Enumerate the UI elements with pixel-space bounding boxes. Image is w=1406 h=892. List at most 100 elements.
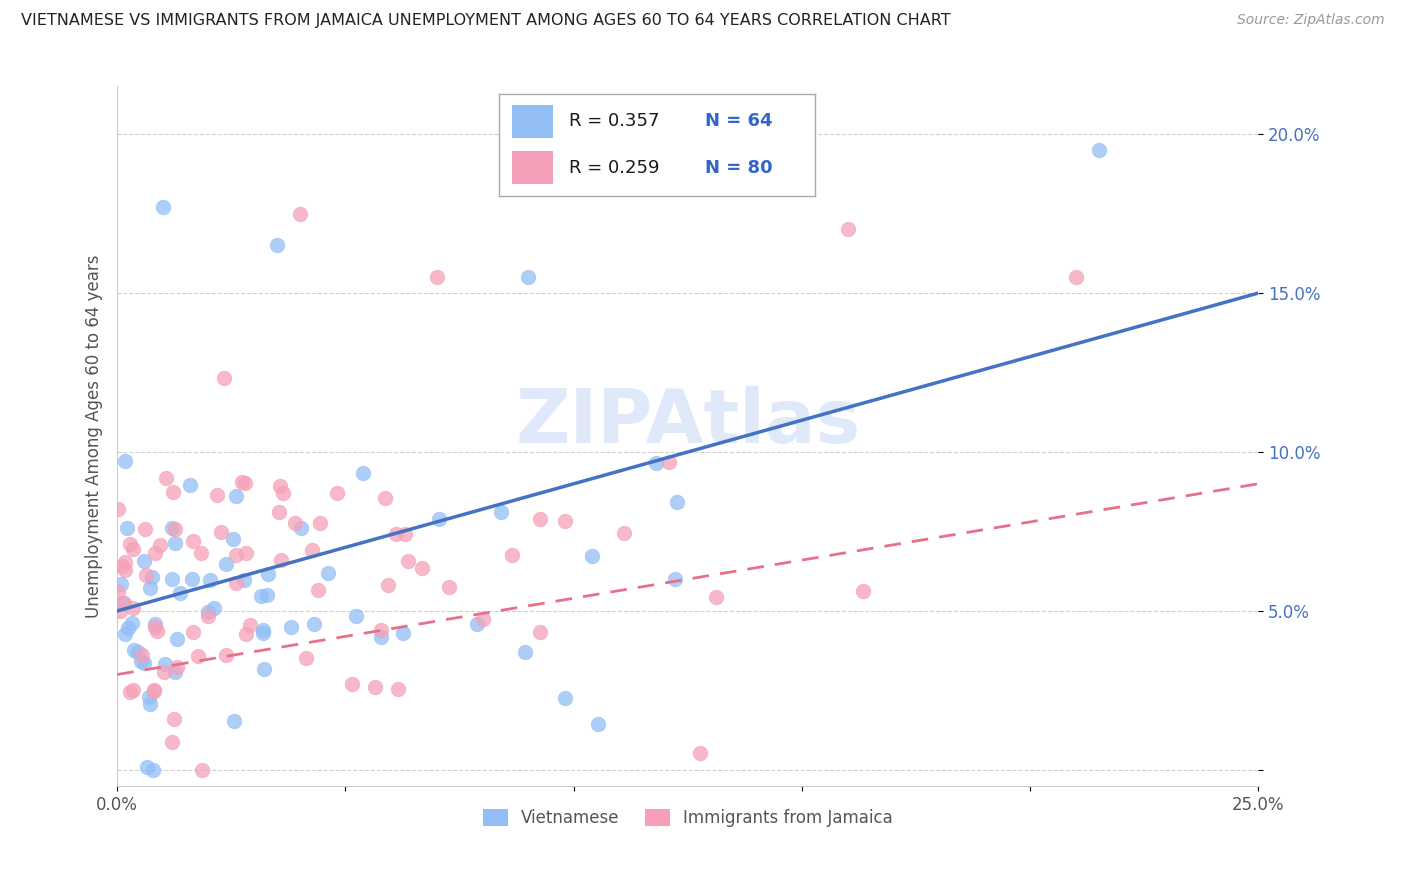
Point	[377, 578, 399, 592]
Point	[204, 601, 226, 615]
Point	[166, 632, 188, 646]
Point	[513, 644, 536, 658]
Y-axis label: Unemployment Among Ages 60 to 64 years: Unemployment Among Ages 60 to 64 years	[86, 254, 103, 618]
Point	[270, 553, 292, 567]
Point	[165, 522, 187, 536]
Legend: Vietnamese, Immigrants from Jamaica: Vietnamese, Immigrants from Jamaica	[477, 802, 900, 833]
Point	[131, 648, 153, 662]
Point	[704, 590, 727, 604]
Point	[160, 521, 183, 535]
Point	[112, 596, 135, 610]
Point	[231, 475, 253, 490]
Point	[256, 588, 278, 602]
Point	[181, 625, 204, 640]
Text: Source: ZipAtlas.com: Source: ZipAtlas.com	[1237, 13, 1385, 28]
Point	[207, 488, 229, 502]
Point	[142, 683, 165, 698]
Text: R = 0.357: R = 0.357	[568, 112, 659, 130]
Point	[136, 760, 159, 774]
Point	[352, 466, 374, 480]
Point	[162, 712, 184, 726]
Point	[138, 697, 160, 711]
Point	[465, 616, 488, 631]
Point	[387, 682, 409, 697]
Point	[225, 489, 247, 503]
Point	[252, 623, 274, 637]
Point	[212, 371, 235, 385]
Point	[139, 582, 162, 596]
Point	[134, 656, 156, 670]
Point	[253, 662, 276, 676]
Point	[224, 714, 246, 728]
Point	[529, 512, 551, 526]
Point	[135, 568, 157, 582]
Point	[143, 546, 166, 560]
Point	[165, 536, 187, 550]
Point	[138, 690, 160, 704]
Point	[396, 554, 419, 568]
Point	[107, 501, 129, 516]
Point	[149, 538, 172, 552]
Point	[114, 563, 136, 577]
Point	[257, 566, 280, 581]
Point	[394, 526, 416, 541]
Point	[284, 516, 307, 531]
Point	[197, 609, 219, 624]
Point	[141, 570, 163, 584]
Point	[209, 525, 232, 540]
Point	[153, 657, 176, 671]
Point	[517, 270, 540, 285]
Point	[191, 763, 214, 777]
Point	[165, 665, 187, 679]
Point	[252, 626, 274, 640]
Point	[301, 542, 323, 557]
Point	[166, 659, 188, 673]
Point	[689, 746, 711, 760]
Point	[169, 586, 191, 600]
Point	[267, 505, 290, 519]
Point	[232, 573, 254, 587]
Point	[581, 549, 603, 563]
Text: N = 80: N = 80	[704, 159, 772, 177]
Point	[127, 645, 149, 659]
Point	[471, 612, 494, 626]
Point	[644, 456, 666, 470]
Point	[197, 605, 219, 619]
Point	[302, 617, 325, 632]
Point	[613, 526, 636, 541]
Point	[235, 546, 257, 560]
Point	[111, 559, 134, 574]
Point	[114, 555, 136, 569]
Bar	[512, 151, 553, 184]
Point	[664, 572, 686, 586]
Point	[134, 554, 156, 568]
Point	[233, 476, 256, 491]
Point	[221, 532, 243, 546]
Point	[162, 572, 184, 586]
Point	[239, 618, 262, 632]
Text: ZIPAtlas: ZIPAtlas	[515, 385, 860, 458]
Point	[411, 560, 433, 574]
Point	[115, 521, 138, 535]
Point	[152, 200, 174, 214]
Point	[122, 600, 145, 615]
Point	[308, 516, 330, 531]
Point	[225, 548, 247, 562]
Point	[288, 206, 311, 220]
Point	[235, 627, 257, 641]
Point	[266, 238, 288, 252]
Point	[501, 549, 523, 563]
Point	[142, 683, 165, 698]
Point	[142, 763, 165, 777]
Point	[340, 676, 363, 690]
Text: VIETNAMESE VS IMMIGRANTS FROM JAMAICA UNEMPLOYMENT AMONG AGES 60 TO 64 YEARS COR: VIETNAMESE VS IMMIGRANTS FROM JAMAICA UN…	[21, 13, 950, 29]
Point	[316, 566, 339, 581]
Point	[269, 479, 291, 493]
Point	[162, 484, 184, 499]
Point	[190, 546, 212, 560]
Point	[215, 557, 238, 571]
Point	[837, 222, 859, 236]
Point	[280, 620, 302, 634]
Point	[110, 577, 132, 591]
Point	[146, 624, 169, 639]
